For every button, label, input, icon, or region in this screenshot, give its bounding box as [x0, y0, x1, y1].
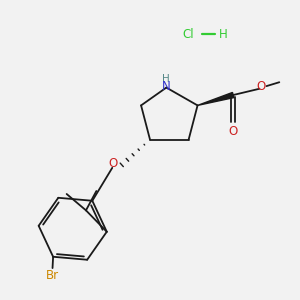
Text: O: O [109, 157, 118, 170]
Text: N: N [162, 80, 171, 94]
Text: Br: Br [46, 269, 59, 282]
Text: O: O [257, 80, 266, 93]
Text: H: H [163, 74, 170, 84]
Text: Cl: Cl [183, 28, 194, 40]
Text: O: O [229, 125, 238, 138]
Polygon shape [198, 92, 234, 105]
Text: H: H [218, 28, 227, 40]
